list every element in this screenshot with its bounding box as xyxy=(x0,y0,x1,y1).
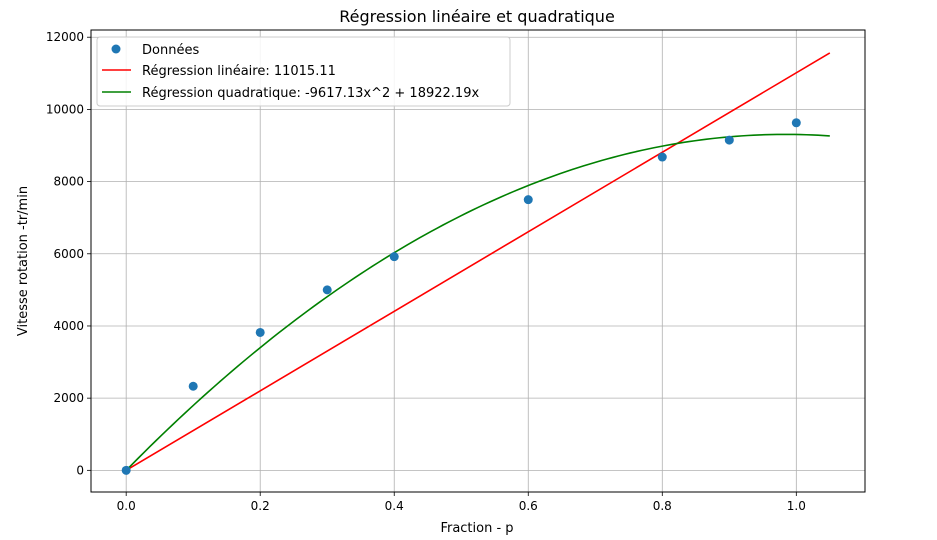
x-tick-label: 0.2 xyxy=(251,499,270,513)
data-point xyxy=(791,118,801,128)
plot-frame xyxy=(90,29,866,493)
data-point xyxy=(322,285,332,295)
y-tick-label: 0 xyxy=(76,463,84,477)
linear-regression-line xyxy=(125,52,831,472)
y-tick-label: 12000 xyxy=(46,30,84,44)
data-point xyxy=(523,195,533,205)
legend-marker-donnees xyxy=(111,44,121,54)
x-tick-label: 0.4 xyxy=(385,499,404,513)
chart-title: Régression linéaire et quadratique xyxy=(339,7,615,26)
legend-label-quadratic: Régression quadratique: -9617.13x^2 + 18… xyxy=(142,86,479,101)
data-point xyxy=(255,327,265,337)
y-tick-label: 4000 xyxy=(53,319,84,333)
linear-fit-layer xyxy=(125,52,831,472)
y-tick-label: 2000 xyxy=(53,391,84,405)
x-tick-label: 0.0 xyxy=(117,499,136,513)
x-tick-label: 1.0 xyxy=(787,499,806,513)
quadratic-fit-layer xyxy=(125,133,830,471)
x-tick-label: 0.8 xyxy=(653,499,672,513)
quadratic-regression-curve xyxy=(125,133,830,471)
x-axis-ticks: 0.0 0.2 0.4 0.6 0.8 1.0 xyxy=(117,492,806,513)
legend: Données Régression linéaire: 11015.11 Ré… xyxy=(96,36,511,107)
data-point xyxy=(121,465,131,475)
y-axis-ticks: 0 2000 4000 6000 8000 10000 12000 xyxy=(46,30,91,477)
y-tick-label: 10000 xyxy=(46,102,84,116)
data-point xyxy=(724,135,734,145)
data-point xyxy=(188,381,198,391)
y-tick-label: 6000 xyxy=(53,247,84,261)
data-point xyxy=(389,252,399,262)
legend-label-donnees: Données xyxy=(142,43,199,58)
legend-label-linear: Régression linéaire: 11015.11 xyxy=(142,64,336,79)
legend-box xyxy=(96,36,511,107)
data-points-layer xyxy=(121,118,801,475)
y-axis-label: Vitesse rotation -tr/min xyxy=(16,186,31,336)
data-point xyxy=(657,152,667,162)
x-axis-label: Fraction - p xyxy=(440,521,513,536)
y-tick-label: 8000 xyxy=(53,175,84,189)
x-tick-label: 0.6 xyxy=(519,499,538,513)
